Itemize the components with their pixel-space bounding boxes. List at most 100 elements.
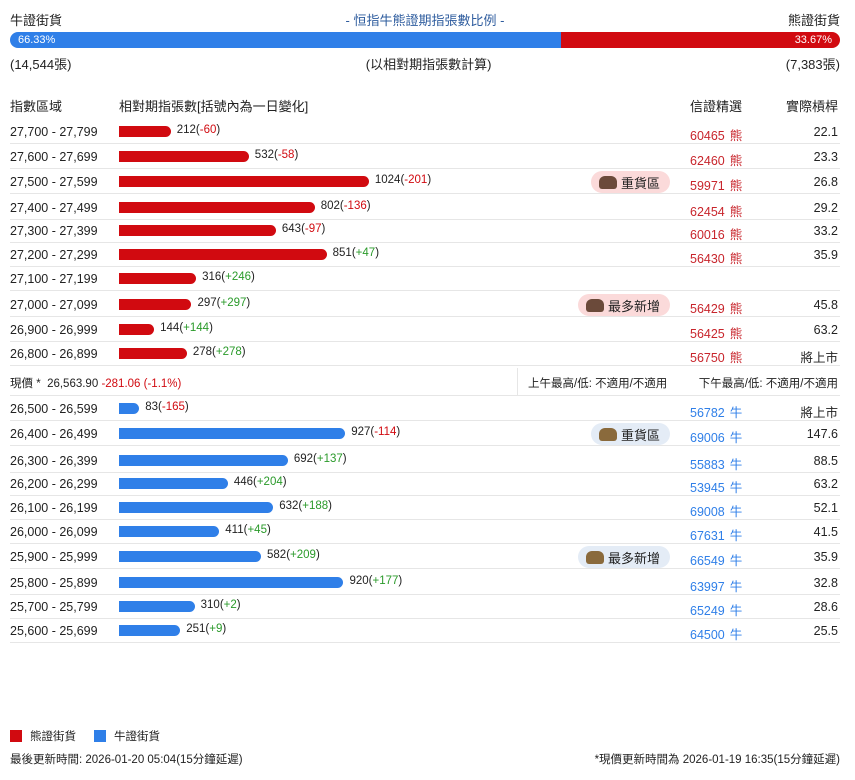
warrant-link[interactable]: 56750 熊: [690, 347, 742, 366]
daily-change: +297: [220, 297, 247, 309]
warrant-code[interactable]: 63997: [690, 580, 725, 594]
bear-bar: [119, 151, 249, 162]
index-range: 26,800 - 26,899: [10, 347, 98, 361]
paren-close: ): [315, 549, 320, 561]
paren-open: (: [370, 426, 375, 438]
contract-count: 446: [233, 476, 253, 488]
contract-count: 212: [176, 124, 196, 136]
paren-open: (: [253, 476, 257, 488]
warrant-code[interactable]: 53945: [690, 481, 725, 495]
warrant-code[interactable]: 65249: [690, 604, 725, 618]
warrant-code[interactable]: 56430: [690, 252, 725, 266]
contract-value: 411(+45): [225, 524, 271, 536]
daily-change: +45: [247, 524, 267, 536]
bull-legend-label: 牛證街貨: [114, 731, 160, 743]
warrant-code[interactable]: 69008: [690, 505, 725, 519]
warrant-link[interactable]: 56430 熊: [690, 248, 742, 267]
paren-close: ): [366, 200, 371, 212]
warrant-link[interactable]: 67631 牛: [690, 525, 742, 544]
index-range: 26,100 - 26,199: [10, 501, 98, 515]
paren-close: ): [246, 297, 251, 309]
warrant-code[interactable]: 56750: [690, 351, 725, 365]
warrant-code[interactable]: 56782: [690, 406, 725, 420]
index-range: 26,400 - 26,499: [10, 427, 98, 441]
divider: [517, 368, 518, 395]
warrant-code[interactable]: 56425: [690, 327, 725, 341]
warrant-link[interactable]: 69008 牛: [690, 501, 742, 520]
paren-open: (: [273, 149, 278, 161]
badge-label: 重貨區: [620, 175, 660, 191]
warrant-code[interactable]: 56429: [690, 302, 725, 316]
daily-change: +47: [355, 247, 376, 259]
warrant-link[interactable]: 60465 熊: [690, 125, 742, 144]
contract-count: 632: [279, 500, 299, 512]
bull-bar: [119, 526, 220, 537]
paren-close: ): [266, 524, 271, 536]
paren-close: ): [251, 271, 255, 283]
badge-label: 最多新增: [607, 550, 660, 566]
paren-open: (: [179, 322, 184, 334]
warrant-link[interactable]: 53945 牛: [690, 477, 742, 496]
leverage: 35.9: [813, 248, 838, 262]
warrant-link[interactable]: 66549 牛: [690, 550, 742, 569]
warrant-code[interactable]: 59971: [690, 179, 725, 193]
warrant-code[interactable]: 67631: [690, 529, 725, 543]
paren-open: (: [158, 401, 162, 413]
paren-open: (: [368, 575, 373, 587]
paren-close: ): [396, 426, 401, 438]
warrant-link[interactable]: 56782 牛: [690, 402, 742, 421]
warrant-code[interactable]: 60016: [690, 228, 725, 242]
contract-count: 316: [202, 271, 222, 283]
warrant-code[interactable]: 62460: [690, 154, 725, 168]
contract-value: 297(+297): [197, 297, 250, 309]
index-range: 27,400 - 27,499: [10, 201, 98, 215]
col-contracts: 相對期指張數[括號內為一日變化]: [119, 99, 309, 114]
contract-value: 582(+209): [267, 549, 320, 561]
warrant-link[interactable]: 62454 熊: [690, 201, 742, 220]
paren-close: ): [427, 174, 432, 186]
table-row: 27,300 - 27,399 643(-97) 60016 熊 33.2: [10, 219, 840, 243]
index-range: 27,500 - 27,599: [10, 175, 98, 189]
warrant-link[interactable]: 56429 熊: [690, 298, 742, 317]
index-range: 26,300 - 26,399: [10, 454, 98, 468]
warrant-code[interactable]: 64500: [690, 628, 725, 642]
col-pick: 信證精選: [690, 99, 743, 114]
warrant-link[interactable]: 60016 熊: [690, 224, 742, 243]
contract-count: 411: [225, 524, 244, 536]
bull-bear-ratio-bar: 66.33% 33.67%: [10, 32, 840, 48]
warrant-type: 牛: [729, 529, 743, 543]
warrant-link[interactable]: 56425 熊: [690, 323, 742, 342]
bear-bar: [119, 348, 187, 359]
warrant-type: 牛: [729, 580, 743, 594]
contract-count: 643: [281, 223, 302, 235]
warrant-code[interactable]: 62454: [690, 205, 725, 219]
paren-open: (: [351, 247, 356, 259]
contract-value: 802(-136): [321, 200, 371, 212]
bull-bar: [119, 551, 261, 562]
warrant-code[interactable]: 66549: [690, 554, 725, 568]
contract-count: 927: [351, 426, 371, 438]
paren-open: (: [205, 623, 210, 635]
warrant-link[interactable]: 64500 牛: [690, 624, 742, 643]
warrant-code[interactable]: 60465: [690, 129, 725, 143]
warrant-type: 熊: [729, 327, 743, 341]
contract-value: 692(+137): [294, 453, 347, 465]
paren-open: (: [195, 124, 200, 136]
current-price-row: 現價 * 26,563.90 -281.06 (-1.1%) 上午最高/低: 不…: [10, 368, 840, 396]
warrant-link[interactable]: 55883 牛: [690, 454, 742, 473]
warrant-link[interactable]: 69006 牛: [690, 427, 742, 446]
warrant-code[interactable]: 55883: [690, 458, 725, 472]
daily-change: -136: [343, 200, 367, 212]
warrant-link[interactable]: 62460 熊: [690, 150, 742, 169]
warrant-link[interactable]: 63997 牛: [690, 576, 742, 595]
warrant-link[interactable]: 59971 熊: [690, 175, 742, 194]
contract-count: 310: [200, 599, 220, 611]
warrant-code[interactable]: 69006: [690, 431, 725, 445]
bear-icon: [585, 298, 604, 312]
contract-value: 446(+204): [234, 476, 287, 488]
daily-change: +2: [223, 599, 237, 611]
bear-bar: [119, 299, 192, 310]
warrant-link[interactable]: 65249 牛: [690, 600, 742, 619]
paren-close: ): [328, 500, 332, 512]
index-range: 27,000 - 27,099: [10, 298, 98, 312]
